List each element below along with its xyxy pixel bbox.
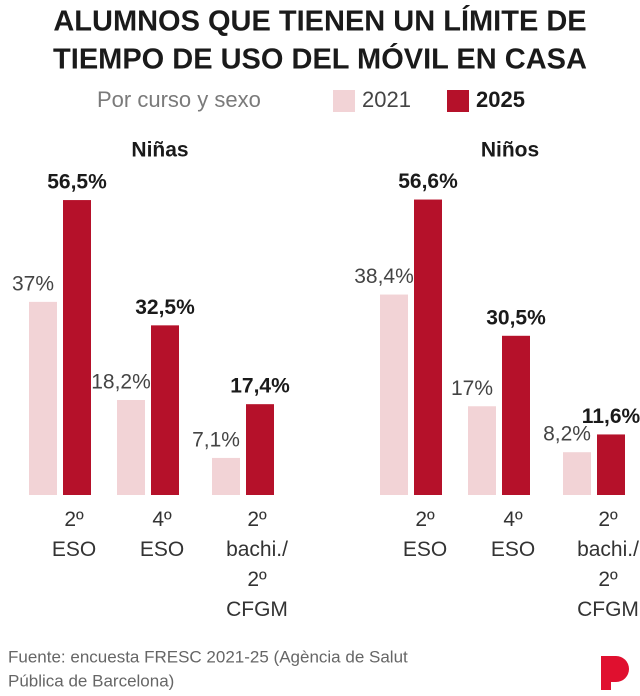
bar bbox=[63, 200, 91, 495]
value-label: 56,5% bbox=[47, 171, 107, 194]
bar bbox=[246, 404, 274, 495]
bar bbox=[117, 399, 145, 495]
bar bbox=[29, 301, 57, 495]
x-tick-label: 2º bachi./2º CFGM bbox=[577, 508, 639, 621]
value-label: 17% bbox=[451, 377, 493, 400]
legend-label: 2025 bbox=[476, 87, 525, 112]
title: TIEMPO DE USO DEL MÓVIL EN CASA bbox=[53, 42, 587, 76]
legend-swatch bbox=[447, 90, 469, 112]
bar bbox=[563, 452, 591, 495]
value-label: 32,5% bbox=[135, 296, 195, 319]
value-label: 8,2% bbox=[543, 423, 591, 446]
bar bbox=[468, 406, 496, 495]
source: Fuente: encuesta FRESC 2021-25 (Agència … bbox=[8, 647, 408, 666]
bar bbox=[414, 199, 442, 495]
bar bbox=[380, 294, 408, 495]
bar bbox=[597, 434, 625, 495]
x-tick-label: 2º ESO bbox=[403, 508, 447, 561]
panel-title: Niños bbox=[481, 139, 539, 162]
panel-title: Niñas bbox=[131, 139, 188, 162]
value-label: 37% bbox=[12, 272, 54, 295]
bar bbox=[151, 325, 179, 495]
title: ALUMNOS QUE TIENEN UN LÍMITE DE bbox=[53, 4, 586, 38]
legend-swatch bbox=[333, 90, 355, 112]
value-label: 17,4% bbox=[230, 375, 290, 398]
logo bbox=[601, 656, 629, 690]
x-tick-label: 4º ESO bbox=[491, 508, 535, 561]
value-label: 56,6% bbox=[398, 170, 458, 193]
value-label: 18,2% bbox=[91, 371, 151, 394]
value-label: 30,5% bbox=[486, 306, 546, 329]
bar bbox=[212, 457, 240, 495]
bar bbox=[502, 335, 530, 495]
value-label: 38,4% bbox=[354, 265, 414, 288]
legend-label: 2021 bbox=[362, 87, 411, 112]
value-label: 7,1% bbox=[192, 428, 240, 451]
value-label: 11,6% bbox=[582, 405, 640, 428]
subtitle: Por curso y sexo bbox=[97, 87, 261, 112]
source: Pública de Barcelona) bbox=[8, 671, 174, 690]
x-tick-label: 4º ESO bbox=[140, 508, 184, 561]
x-tick-label: 2º bachi./2º CFGM bbox=[226, 508, 288, 621]
x-tick-label: 2º ESO bbox=[52, 508, 96, 561]
